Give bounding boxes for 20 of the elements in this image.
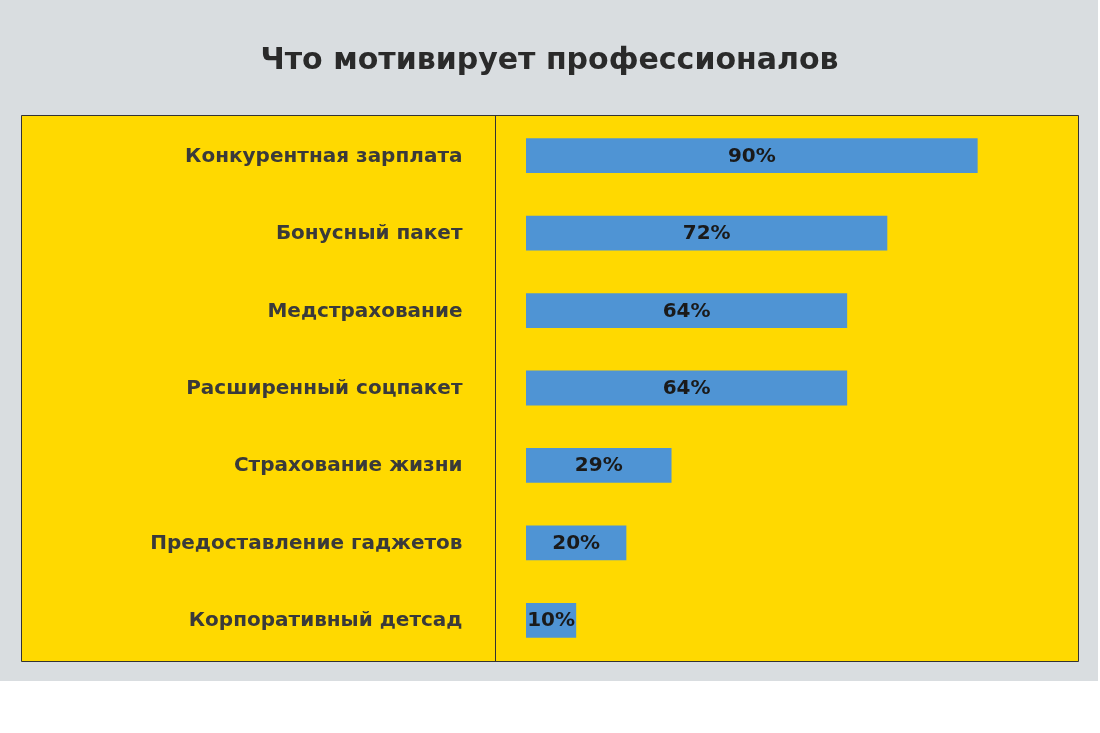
- y-tick-label: Страхование жизни: [233, 452, 463, 477]
- data-label: 20%: [552, 529, 601, 554]
- bar: [526, 293, 848, 328]
- bar: [526, 138, 978, 174]
- y-tick-label: Бонусный пакет: [275, 220, 463, 245]
- data-label: 64%: [662, 375, 711, 399]
- data-label: 10%: [527, 607, 576, 632]
- data-label: 29%: [574, 452, 623, 477]
- bar: [526, 370, 848, 406]
- y-tick-label: Предоставление гаджетов: [150, 529, 463, 554]
- y-tick-label: Расширенный соцпакет: [186, 375, 463, 399]
- y-tick-label: Конкурентная зарплата: [185, 142, 463, 167]
- bar: [526, 215, 888, 251]
- data-label: 72%: [682, 220, 731, 245]
- bar: [526, 448, 672, 483]
- data-label: 64%: [662, 297, 711, 322]
- y-tick-label: Медстрахование: [267, 297, 463, 322]
- data-label: 90%: [727, 142, 776, 167]
- chart-title: Что мотивирует профессионалов: [260, 41, 839, 76]
- y-tick-label: Корпоративный детсад: [188, 607, 463, 632]
